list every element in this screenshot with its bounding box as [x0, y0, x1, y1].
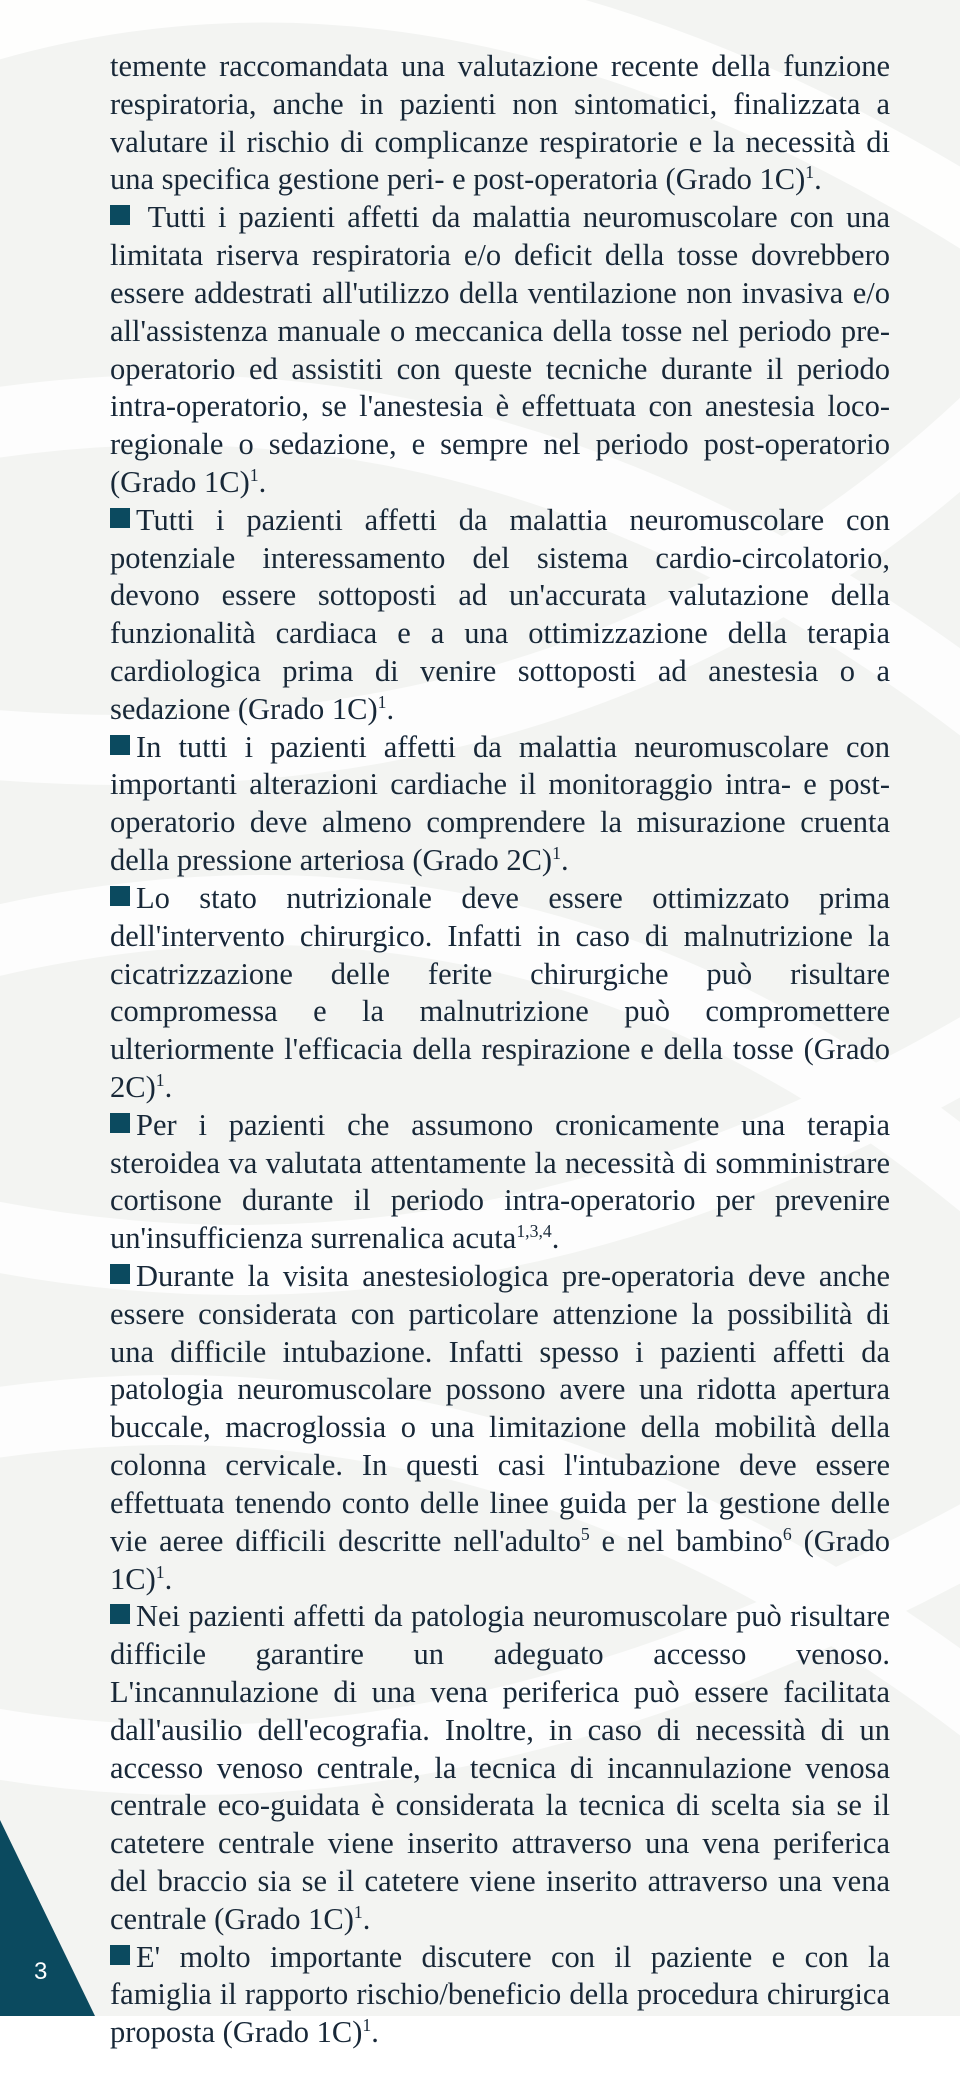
ref-sup: 1: [805, 162, 814, 182]
item-text: Tutti i pazienti affetti da malattia neu…: [110, 200, 890, 499]
item-text: Durante la visita anestesiologica pre-op…: [110, 1259, 890, 1558]
ref-sup: 1: [552, 843, 561, 863]
square-bullet-icon: [110, 1264, 130, 1284]
bullet-item: In tutti i pazienti affetti da malattia …: [110, 729, 890, 880]
item-text: In tutti i pazienti affetti da malattia …: [110, 730, 890, 877]
bullet-item: Per i pazienti che assumono cronicamente…: [110, 1107, 890, 1258]
square-bullet-icon: [110, 1113, 130, 1133]
item-text: Lo stato nutrizionale deve essere ottimi…: [110, 881, 890, 1104]
ref-sup: 1: [362, 2015, 371, 2035]
item-tail: .: [363, 1902, 371, 1936]
item-text: E' molto importante discutere con il paz…: [110, 1940, 890, 2050]
item-text: Per i pazienti che assumono cronicamente…: [110, 1108, 890, 1255]
item-tail: .: [561, 843, 569, 877]
item-text: Tutti i pazienti affetti da malattia neu…: [110, 503, 890, 726]
square-bullet-icon: [110, 205, 130, 225]
item-tail: .: [165, 1070, 173, 1104]
item-tail: .: [259, 465, 267, 499]
ref-sup: 1,3,4: [516, 1221, 551, 1241]
ref-sup: 1: [354, 1902, 363, 1922]
square-bullet-icon: [110, 508, 130, 528]
bullet-item: E' molto importante discutere con il paz…: [110, 1939, 890, 2052]
item-tail: .: [386, 692, 394, 726]
ref-sup: 5: [581, 1524, 590, 1544]
item-tail: .: [552, 1221, 560, 1255]
page-number: 3: [34, 1958, 47, 1986]
ref-sup: 1: [156, 1561, 165, 1581]
bullet-item: Lo stato nutrizionale deve essere ottimi…: [110, 880, 890, 1107]
item-text-part: e nel bambino: [590, 1524, 783, 1558]
square-bullet-icon: [110, 886, 130, 906]
ref-sup: 6: [783, 1524, 792, 1544]
bullet-item: Tutti i pazienti affetti da malattia neu…: [110, 199, 890, 502]
item-tail: .: [371, 2015, 379, 2049]
bullet-item: Nei pazienti affetti da patologia neurom…: [110, 1598, 890, 1938]
item-tail: .: [165, 1562, 173, 1596]
bullet-item: Tutti i pazienti affetti da malattia neu…: [110, 502, 890, 729]
item-text: Nei pazienti affetti da patologia neurom…: [110, 1599, 890, 1936]
page-content: temente raccomandata una valutazione rec…: [0, 0, 960, 2100]
square-bullet-icon: [110, 735, 130, 755]
square-bullet-icon: [110, 1604, 130, 1624]
continuation-paragraph: temente raccomandata una valutazione rec…: [110, 48, 890, 199]
ref-sup: 1: [156, 1070, 165, 1090]
square-bullet-icon: [110, 1945, 130, 1965]
para-text: temente raccomandata una valutazione rec…: [110, 49, 890, 196]
ref-sup: 1: [250, 465, 259, 485]
bullet-item: Durante la visita anestesiologica pre-op…: [110, 1258, 890, 1598]
